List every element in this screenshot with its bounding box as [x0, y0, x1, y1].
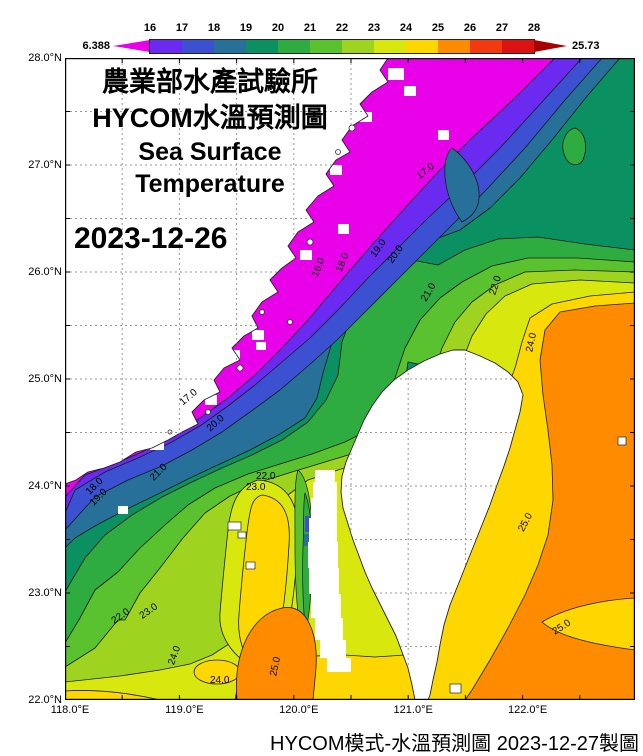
colorbar-segment [438, 40, 470, 53]
green-pocket-blob [562, 127, 586, 166]
colorbar-segment [374, 40, 406, 53]
colorbar-tick-label: 28 [527, 22, 541, 34]
colorbar-segment [406, 40, 438, 53]
lon-label: 122.0°E [507, 704, 548, 716]
colorbar-tick-label: 27 [495, 22, 509, 34]
lat-label: 23.0°N [28, 587, 62, 599]
colorbar-tick-label: 23 [367, 22, 381, 34]
lon-label: 119.0°E [165, 704, 204, 716]
colorbar-tick-label: 18 [207, 22, 221, 34]
colorbar-tick-label: 19 [239, 22, 253, 34]
colorbar: 16 17 18 19 20 21 22 23 24 25 26 27 28 6.388 25.73 [0, 0, 643, 58]
colorbar-min-label: 6.388 [82, 40, 110, 52]
east-gold-tongue [541, 597, 635, 651]
colorbar-tick-label: 20 [271, 22, 285, 34]
colorbar-segment [278, 40, 310, 53]
westcoast-stripe-blue [305, 516, 311, 532]
lat-label: 27.0°N [28, 159, 62, 171]
contour-label: 24.0 [210, 675, 230, 686]
colorbar-segment [150, 40, 182, 53]
sw-orange-blob [236, 607, 317, 700]
lat-label: 24.0°N [28, 480, 62, 492]
colorbar-tick-label: 26 [463, 22, 477, 34]
taiwan-island [340, 349, 524, 700]
lat-label: 28.0°N [28, 52, 62, 64]
steel-tongue [444, 147, 480, 223]
colorbar-underflow-arrow [113, 40, 150, 52]
colorbar-segment [182, 40, 214, 53]
colorbar-tick-label: 16 [143, 22, 157, 34]
colorbar-tick-label: 21 [303, 22, 317, 34]
map-frame [65, 58, 635, 700]
colorbar-segment [502, 40, 534, 53]
lat-label: 22.0°N [28, 694, 62, 706]
contour-label: 23.0 [246, 482, 266, 493]
lon-label: 118.0°E [50, 704, 90, 716]
lon-label: 121.0°E [393, 704, 433, 716]
colorbar-tick-label: 25 [431, 22, 445, 34]
colorbar-tick-label: 17 [175, 22, 189, 34]
westcoast-stripe-steel [304, 534, 310, 546]
contour-label: 22.0 [256, 471, 276, 482]
colorbar-segment [470, 40, 502, 53]
figure-caption: HYCOM模式-水溫預測圖 2023-12-27製圖 [270, 733, 639, 755]
colorbar-segment [214, 40, 246, 53]
islets [167, 124, 627, 694]
colorbar-segment [342, 40, 374, 53]
colorbar-max-label: 25.73 [572, 40, 600, 52]
lon-label: 120.0°E [279, 704, 319, 716]
lat-label: 25.0°N [28, 373, 62, 385]
lat-label: 26.0°N [28, 266, 62, 278]
colorbar-segment [246, 40, 278, 53]
colorbar-segment [310, 40, 342, 53]
data-gap-squares [118, 68, 516, 672]
colorbar-tick-label: 22 [335, 22, 349, 34]
colorbar-tick-label: 24 [399, 22, 413, 34]
colorbar-overflow-arrow [534, 40, 567, 52]
sst-map [65, 58, 635, 700]
colorbar-segments [149, 39, 535, 54]
